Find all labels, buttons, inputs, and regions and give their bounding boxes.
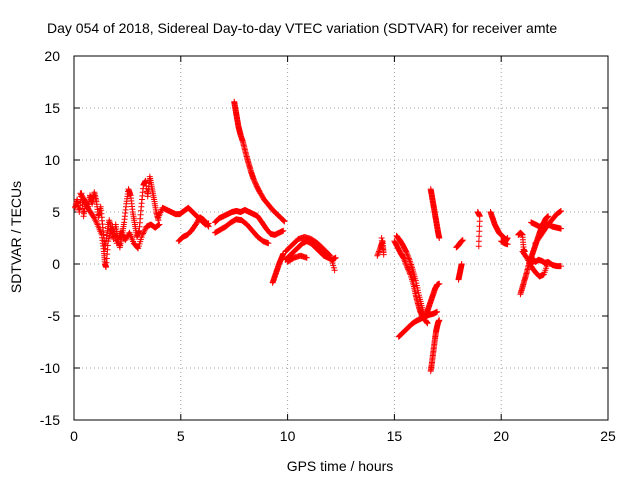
y-tick-label: -5 xyxy=(48,308,61,324)
x-tick-label: 0 xyxy=(70,428,78,444)
y-axis-label: SDTVAR / TECUs xyxy=(8,181,24,293)
y-tick-label: 5 xyxy=(52,204,60,220)
x-tick-label: 15 xyxy=(387,428,403,444)
chart-title: Day 054 of 2018, Sidereal Day-to-day VTE… xyxy=(47,20,557,36)
x-axis-label: GPS time / hours xyxy=(287,458,394,474)
x-tick-label: 25 xyxy=(600,428,616,444)
y-tick-label: 20 xyxy=(44,48,60,64)
y-tick-label: 0 xyxy=(52,256,60,272)
x-tick-label: 20 xyxy=(493,428,509,444)
y-tick-label: 15 xyxy=(44,100,60,116)
y-tick-label: -10 xyxy=(40,360,60,376)
grid-lines xyxy=(74,56,608,420)
axis-ticks: 0 5 10 15 20 25 -15 -10 -5 0 5 10 15 20 xyxy=(40,48,616,444)
series-markers xyxy=(72,98,564,375)
x-tick-label: 10 xyxy=(280,428,296,444)
plot-frame xyxy=(73,55,609,421)
data-points xyxy=(72,98,564,375)
x-tick-label: 5 xyxy=(177,428,185,444)
y-tick-label: 10 xyxy=(44,152,60,168)
y-tick-label: -15 xyxy=(40,412,60,428)
